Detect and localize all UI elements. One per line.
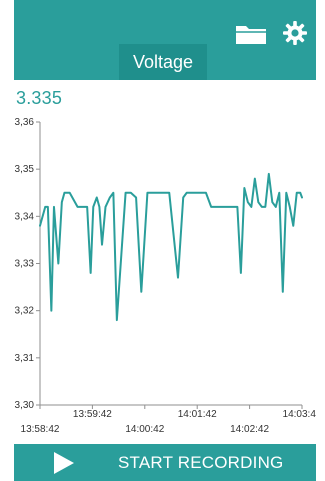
x-tick-label-top: 14:03:42 [283,409,316,420]
left-border [0,0,14,481]
y-tick-label: 3,32 [15,306,35,317]
gear-icon[interactable] [282,20,308,46]
app-bar: Voltage [14,0,316,80]
chart-layer: 3,36 3,35 3,34 3,33 3,32 3,31 3,30 13:59:42 14:0… [15,117,316,435]
y-tick-label: 3,30 [15,400,35,411]
voltage-tab-title[interactable]: Voltage [119,44,207,80]
voltage-series-line [39,172,303,322]
y-tick-label: 3,34 [15,211,35,222]
x-tick-label-top: 13:59:42 [73,409,112,420]
y-tick-label: 3,31 [15,353,35,364]
y-tick-label: 3,35 [15,164,35,175]
right-border [316,0,325,481]
start-recording-label: START RECORDING [118,453,284,472]
y-tick-label: 3,33 [15,259,35,270]
y-tick-label: 3,36 [15,117,35,128]
x-tick-label-top: 14:01:42 [178,409,217,420]
x-tick-label-bottom: 14:02:42 [230,424,269,435]
start-recording-button[interactable]: START RECORDING [14,444,316,481]
x-tick-label-bottom: 14:00:42 [125,424,164,435]
play-icon [54,452,74,474]
x-tick-label-bottom: 13:58:42 [21,424,60,435]
folder-icon[interactable] [234,22,268,46]
voltage-line-chart: 3,36 3,35 3,34 3,33 3,32 3,31 3,30 13:59:42 14:0… [15,117,316,435]
phone-frame: Voltage 3.335 3,36 3,35 3,34 3,33 3,32 3,31 3,… [14,0,316,481]
current-reading-value: 3.335 [16,88,63,108]
